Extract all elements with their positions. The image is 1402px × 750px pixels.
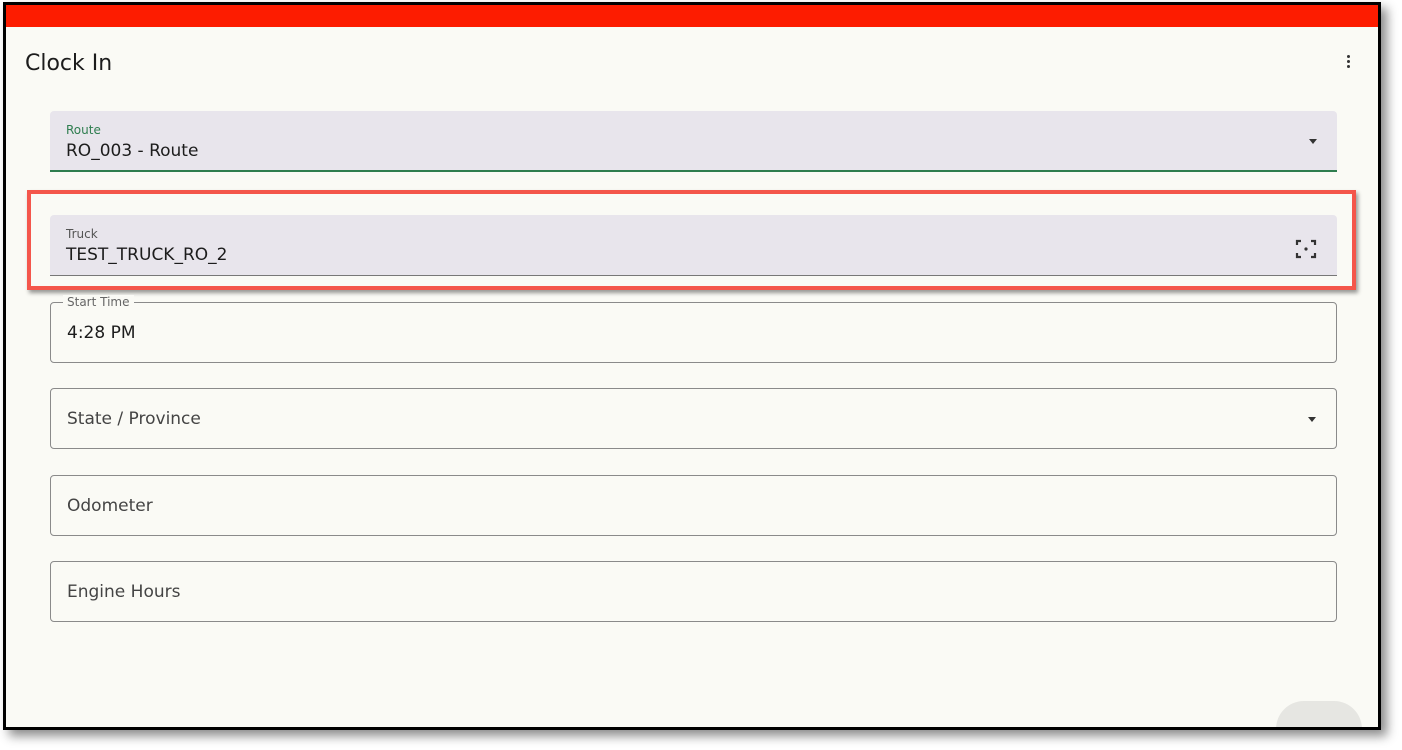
odometer-placeholder: Odometer bbox=[67, 496, 153, 516]
engine-hours-input[interactable]: Engine Hours bbox=[50, 561, 1337, 622]
truck-value: TEST_TRUCK_RO_2 bbox=[66, 245, 228, 265]
chevron-down-icon bbox=[1308, 417, 1316, 422]
app-screen: Clock In Route RO_003 - Route Truck TEST… bbox=[3, 2, 1381, 730]
odometer-input[interactable]: Odometer bbox=[50, 475, 1337, 536]
route-value: RO_003 - Route bbox=[66, 141, 199, 161]
start-time-value: 4:28 PM bbox=[67, 323, 136, 343]
route-select[interactable]: Route RO_003 - Route bbox=[50, 111, 1337, 172]
scan-icon[interactable] bbox=[1295, 238, 1317, 260]
truck-field[interactable]: Truck TEST_TRUCK_RO_2 bbox=[50, 215, 1337, 276]
chevron-down-icon bbox=[1309, 139, 1317, 144]
truck-label: Truck bbox=[66, 227, 98, 241]
route-label: Route bbox=[66, 123, 101, 137]
state-province-placeholder: State / Province bbox=[67, 409, 201, 429]
page-title: Clock In bbox=[25, 51, 113, 76]
state-province-select[interactable]: State / Province bbox=[50, 388, 1337, 449]
start-time-label: Start Time bbox=[63, 295, 134, 309]
more-vert-icon[interactable] bbox=[1342, 53, 1354, 77]
status-bar bbox=[6, 5, 1378, 27]
highlight-box bbox=[27, 190, 1356, 290]
engine-hours-placeholder: Engine Hours bbox=[67, 582, 181, 602]
start-time-field[interactable]: Start Time 4:28 PM bbox=[50, 295, 1337, 363]
floating-action-button[interactable] bbox=[1276, 701, 1362, 727]
